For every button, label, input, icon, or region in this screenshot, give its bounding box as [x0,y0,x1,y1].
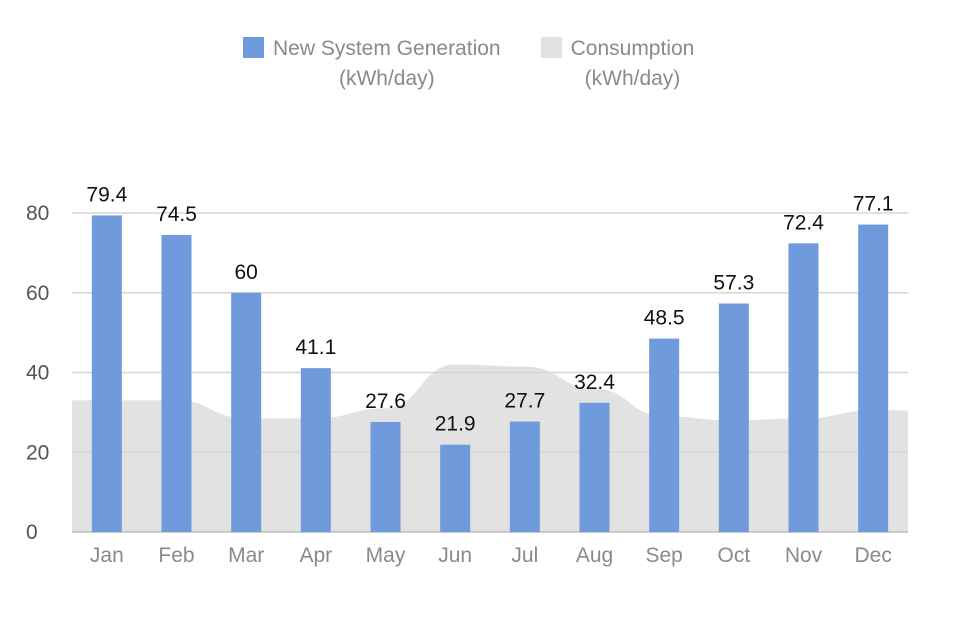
legend-item-generation[interactable]: New System Generation (kWh/day) [243,34,501,94]
x-tick-label: Aug [576,544,613,567]
legend-label-consumption: Consumption (kWh/day) [570,37,695,90]
bar-mar [231,292,262,532]
data-label: 57.3 [713,272,754,295]
x-tick-label: Mar [228,544,264,567]
x-tick-label: Nov [785,544,823,567]
bar-aug [579,402,610,532]
data-label: 74.5 [156,203,197,226]
data-label: 79.4 [86,183,127,206]
y-tick-label: 40 [26,362,49,385]
legend: New System Generation (kWh/day) Consumpt… [243,34,694,94]
legend-label-generation: New System Generation (kWh/day) [273,37,501,90]
bar-jun [440,444,471,532]
data-label: 21.9 [435,413,476,436]
data-label: 72.4 [783,211,824,234]
y-tick-label: 80 [26,202,49,225]
bar-may [370,421,401,532]
y-tick-label: 0 [26,521,38,544]
bar-oct [718,303,749,532]
x-tick-label: Apr [299,544,332,567]
data-label: 27.7 [504,390,545,413]
x-tick-label: Feb [158,544,194,567]
x-tick-label: Sep [645,544,682,567]
x-tick-label: May [366,544,406,567]
x-tick-label: Oct [717,544,750,567]
generation-swatch [243,37,264,58]
bar-dec [858,224,889,532]
y-tick-label: 20 [26,441,49,464]
x-tick-label: Jun [438,544,472,567]
data-label: 60 [234,261,257,284]
x-tick-label: Jan [90,544,124,567]
data-label: 77.1 [853,193,894,216]
y-tick-label: 60 [26,282,49,305]
consumption-swatch [540,37,562,58]
x-tick-label: Jul [511,544,538,567]
bar-apr [300,368,331,532]
data-label: 41.1 [295,336,336,359]
bar-sep [649,338,680,532]
bar-feb [161,234,192,532]
data-label: 48.5 [644,307,685,330]
data-label: 27.6 [365,390,406,413]
bar-nov [788,243,819,532]
x-tick-label: Dec [854,544,891,567]
consumption-area [72,364,908,532]
data-label: 32.4 [574,371,615,394]
legend-item-consumption[interactable]: Consumption (kWh/day) [540,34,695,94]
bar-jan [91,215,122,532]
bar-jul [509,421,540,532]
